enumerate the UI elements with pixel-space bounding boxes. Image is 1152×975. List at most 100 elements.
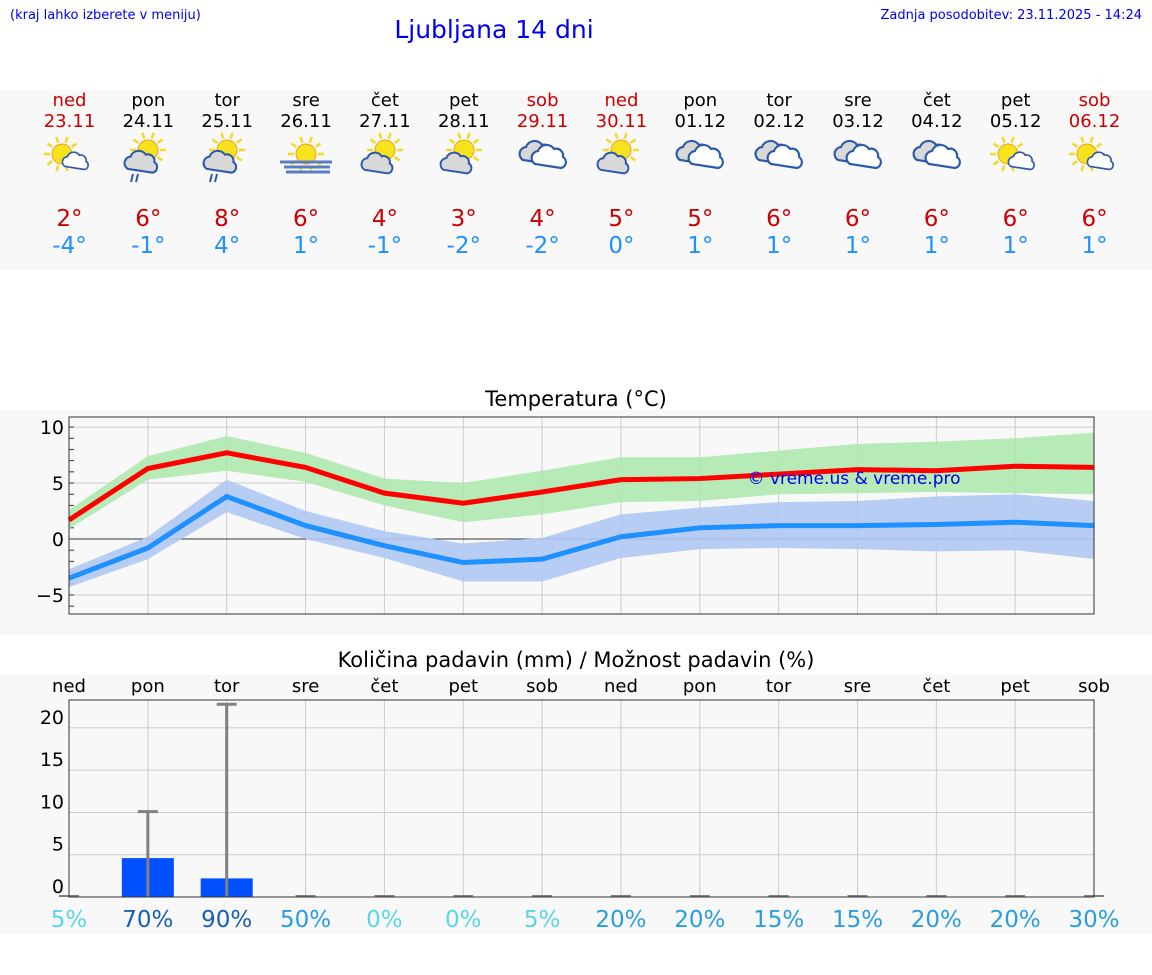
day-date: 05.12 (989, 111, 1042, 132)
day-forecast: sob 06.12 6° 1° (1055, 90, 1134, 260)
max-temp: 2° (56, 206, 83, 232)
precip-probability: 5% (524, 907, 561, 933)
y-tick-label: 5 (52, 834, 64, 856)
precip-probability: 50% (280, 907, 331, 933)
day-name: ned (52, 90, 87, 111)
y-tick-label: 10 (40, 791, 64, 813)
precip-probability: 15% (832, 907, 883, 933)
max-temp: 6° (1002, 206, 1029, 232)
day-name: pon (131, 90, 166, 111)
day-forecast: sre 26.11 6° 1° (267, 90, 346, 260)
precip-probability: 20% (674, 907, 725, 933)
sun-cloud-rain-icon (109, 132, 188, 206)
min-temp: -1° (367, 233, 403, 259)
y-tick-label: 20 (40, 707, 64, 729)
day-label: sob (526, 676, 558, 697)
min-temp: 1° (923, 233, 950, 259)
day-date: 25.11 (201, 111, 253, 132)
day-label: tor (766, 676, 792, 697)
min-temp: -2° (525, 233, 560, 259)
plot-frame (68, 416, 1095, 615)
precip-probability: 0% (366, 907, 403, 933)
plot-frame (68, 699, 1095, 898)
day-forecast: tor 25.11 8° 4° (188, 90, 267, 260)
day-label: čet (370, 676, 398, 697)
day-label: ned (604, 676, 638, 697)
min-temp: 1° (1002, 233, 1029, 259)
day-name: ned (604, 90, 639, 111)
day-date: 28.11 (437, 111, 490, 132)
day-forecast: sob 29.11 4° -2° (503, 90, 582, 260)
day-name: pet (1000, 90, 1031, 111)
day-forecast: pet 28.11 3° -2° (424, 90, 503, 260)
temperature-chart: 10 5 0 −5 © vreme.us & vreme.pro (36, 416, 1095, 615)
day-name: čet (922, 90, 951, 111)
day-name: tor (766, 90, 792, 111)
y-tick-label: −5 (36, 585, 64, 607)
min-temp-line (68, 493, 1095, 581)
max-temp: 4° (529, 206, 556, 232)
day-label: tor (214, 676, 240, 697)
max-temp: 6° (923, 206, 950, 232)
day-label: pet (448, 676, 478, 697)
day-forecast: čet 04.12 6° 1° (897, 90, 976, 260)
day-name: pon (683, 90, 718, 111)
day-forecast: čet 27.11 4° -1° (345, 90, 424, 260)
min-temp: -4° (52, 233, 87, 259)
sun-small-cloud-icon (976, 132, 1055, 206)
overcast-icon (503, 132, 582, 206)
precipitation-chart-title: Količina padavin (mm) / Možnost padavin … (337, 648, 815, 672)
day-name: sre (292, 90, 320, 111)
precip-probability: 5% (51, 907, 88, 933)
day-date: 24.11 (122, 111, 175, 132)
precip-probability: 20% (911, 907, 962, 933)
day-date: 01.12 (674, 111, 727, 132)
max-temp: 6° (292, 206, 320, 232)
watermark: © vreme.us & vreme.pro (747, 469, 960, 489)
day-date: 29.11 (516, 111, 569, 132)
day-label: pon (683, 676, 717, 697)
precip-probability: 15% (753, 907, 804, 933)
max-temp: 6° (135, 206, 162, 232)
day-date: 23.11 (43, 111, 96, 132)
day-label: ned (52, 676, 86, 697)
y-tick-label: 15 (40, 749, 64, 771)
day-label: pon (131, 676, 165, 697)
max-temp: 8° (214, 206, 241, 232)
precip-probability: 70% (122, 907, 173, 933)
max-temp: 6° (766, 206, 793, 232)
max-temp: 6° (1081, 206, 1108, 232)
precip-probability: 20% (595, 907, 646, 933)
day-forecast: tor 02.12 6° 1° (740, 90, 819, 260)
sun-small-cloud-icon (1055, 132, 1134, 206)
last-updated: Zadnja posodobitev: 23.11.2025 - 14:24 (880, 8, 1142, 23)
y-tick-label: 5 (52, 473, 64, 495)
day-name: sre (844, 90, 872, 111)
day-name: tor (214, 90, 240, 111)
y-tick-label: 10 (40, 417, 64, 439)
sun-small-cloud-icon (30, 132, 109, 206)
min-temp: 1° (1081, 233, 1108, 259)
day-name: čet (370, 90, 399, 111)
min-temp-band (69, 479, 1095, 588)
location-hint: (kraj lahko izberete v meniju) (10, 8, 201, 23)
precipitation-chart: ned pon tor sre čet pet sob ned pon tor sre čet pet s… (40, 676, 1120, 933)
max-temp-band (69, 432, 1095, 529)
day-date: 27.11 (359, 111, 411, 132)
precip-probability: 20% (990, 907, 1041, 933)
day-label: čet (922, 676, 950, 697)
plot-area (69, 700, 1094, 897)
sun-fog-icon (267, 132, 346, 206)
day-forecast: ned 30.11 5° 0° (582, 90, 661, 260)
day-name: pet (448, 90, 479, 111)
day-label: pet (1000, 676, 1030, 697)
min-temp: -1° (131, 233, 166, 259)
day-forecast: pon 01.12 5° 1° (661, 90, 740, 260)
overcast-icon (661, 132, 740, 206)
max-temp: 5° (687, 206, 714, 232)
day-forecast: sre 03.12 6° 1° (819, 90, 898, 260)
day-forecast: pet 05.12 6° 1° (976, 90, 1055, 260)
precip-probability: 90% (201, 907, 252, 933)
day-date: 02.12 (753, 111, 805, 132)
day-date: 26.11 (280, 111, 332, 132)
